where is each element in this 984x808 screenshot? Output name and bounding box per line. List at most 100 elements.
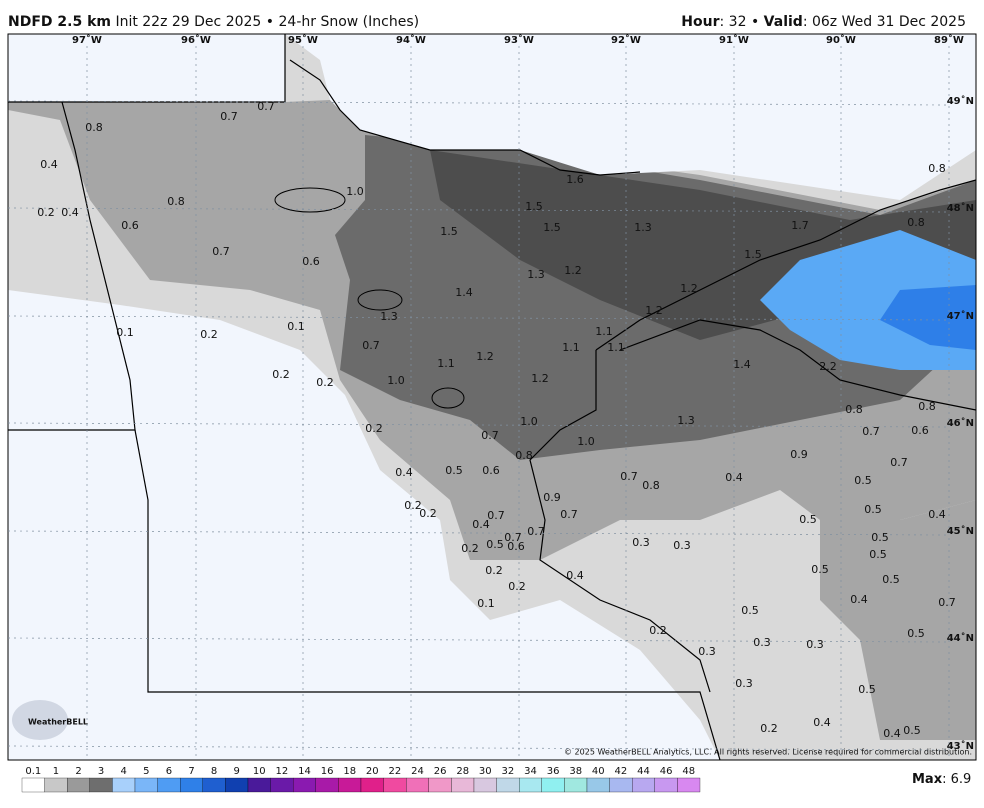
- colorbar-label: 9: [234, 766, 240, 777]
- snow-amount: 0.8: [918, 400, 936, 413]
- colorbar-swatch: [134, 777, 158, 793]
- max-text: Max: 6.9: [912, 772, 971, 787]
- colorbar-label: 20: [366, 766, 379, 777]
- colorbar-label: 34: [524, 766, 537, 777]
- snow-amount: 0.2: [316, 376, 334, 389]
- snow-amount: 1.5: [440, 225, 458, 238]
- model: NDFD 2.5 km: [8, 14, 111, 30]
- moderate-snow: [820, 500, 976, 740]
- no-snow: [8, 290, 720, 760]
- colorbar-label: 6: [166, 766, 172, 777]
- snow-amount: 1.1: [595, 325, 613, 338]
- state-border: [529, 350, 711, 693]
- snow-amount: 0.7: [890, 456, 908, 469]
- snow-amount: 0.6: [482, 464, 500, 477]
- max-label: Max: [912, 772, 943, 787]
- snow-amount: 0.7: [938, 596, 956, 609]
- init: Init 22z 29 Dec 2025: [115, 14, 261, 30]
- snow-amount: 0.3: [673, 539, 691, 552]
- longitude-label: 89˚W: [934, 34, 964, 46]
- snow-amount: 1.1: [562, 341, 580, 354]
- colorbar: 0.1 1 2 3 4 5 6 7 8 9 10 12 14 16 18 20 22 24 26 28 30 32 34 36…: [21, 766, 701, 793]
- snow-amount: 0.8: [85, 121, 103, 134]
- product: 24-hr Snow (Inches): [279, 14, 420, 30]
- colorbar-label: 12: [276, 766, 289, 777]
- colorbar-label: 28: [456, 766, 469, 777]
- snow-amount: 0.5: [864, 503, 882, 516]
- snow-amount: 1.2: [564, 264, 582, 277]
- colorbar-swatch: [180, 777, 203, 793]
- colorbar-swatch: [451, 777, 475, 793]
- snow-amount: 1.2: [645, 304, 663, 317]
- colorbar-label: 40: [592, 766, 605, 777]
- snow-amount: 0.7: [862, 425, 880, 438]
- snow-amount: 0.2: [365, 422, 383, 435]
- colorbar-label: 4: [121, 766, 127, 777]
- header-right: Hour: 32 • Valid: 06z Wed 31 Dec 2025: [681, 14, 966, 30]
- latitude-label: 49˚N: [947, 95, 974, 107]
- snow-amount: 0.2: [200, 328, 218, 341]
- snow-amount: 1.0: [577, 435, 595, 448]
- snow-amount: 0.4: [566, 569, 584, 582]
- colorbar-swatch: [247, 777, 271, 793]
- snow-amount: 0.7: [481, 429, 499, 442]
- snow-amount: 0.5: [811, 563, 829, 576]
- colorbar-swatch: [202, 777, 226, 793]
- colorbar-label: 32: [502, 766, 515, 777]
- colorbar-swatch: [270, 777, 294, 793]
- longitude-label: 94˚W: [396, 34, 426, 46]
- snow-amount: 0.1: [287, 320, 305, 333]
- colorbar-label: 36: [547, 766, 560, 777]
- colorbar-label: 3: [98, 766, 104, 777]
- snow-amount: 0.5: [903, 724, 921, 737]
- snow-amount: 0.4: [472, 518, 490, 531]
- snow-amount: 0.8: [167, 195, 185, 208]
- logo-mark: [12, 700, 68, 740]
- latitude-label: 43˚N: [947, 740, 974, 752]
- colorbar-label: 42: [615, 766, 628, 777]
- parallel: [7, 207, 947, 213]
- snow-amount: 0.8: [515, 449, 533, 462]
- colorbar-swatch: [632, 777, 655, 793]
- snow-amount: 1.6: [566, 173, 584, 186]
- snow-amount: 0.7: [220, 110, 238, 123]
- snow-amount: 0.2: [404, 499, 422, 512]
- bullet: •: [266, 14, 274, 30]
- snow-amount: 0.8: [907, 216, 925, 229]
- colorbar-swatch: [67, 777, 90, 793]
- colorbar-label: 30: [479, 766, 492, 777]
- parallel: [7, 745, 947, 751]
- snow-amount: 0.7: [560, 508, 578, 521]
- snow-amount: 0.7: [212, 245, 230, 258]
- longitude-label: 93˚W: [504, 34, 534, 46]
- snow-amount: 1.2: [531, 372, 549, 385]
- snow-amount: 0.5: [871, 531, 889, 544]
- snow-amount: 1.5: [543, 221, 561, 234]
- snow-amount: 1.7: [791, 219, 809, 232]
- colorbar-swatch: [21, 777, 45, 793]
- snow-amount: 0.2: [760, 722, 778, 735]
- snow-amount: 0.2: [508, 580, 526, 593]
- valid: : 06z Wed 31 Dec 2025: [803, 14, 966, 30]
- snow-amount: 0.8: [642, 479, 660, 492]
- snow-amount: 0.4: [61, 206, 79, 219]
- snow-amount: 1.3: [527, 268, 545, 281]
- map-frame: [7, 33, 977, 761]
- colorbar-swatch: [360, 777, 384, 793]
- snow-amount: 0.5: [858, 683, 876, 696]
- snow-amount: 0.7: [487, 509, 505, 522]
- header-text: NDFD 2.5 km Init 22z 29 Dec 2025 • 24-hr…: [8, 14, 419, 30]
- colorbar-swatch: [473, 777, 497, 793]
- colorbar-label: 1: [53, 766, 59, 777]
- colorbar-label: 0.1: [25, 766, 41, 777]
- parallel: [7, 100, 947, 106]
- longitude-label: 95˚W: [288, 34, 318, 46]
- colorbar-label: 8: [211, 766, 217, 777]
- colorbar-label: 7: [188, 766, 194, 777]
- max-value: : 6.9: [942, 772, 971, 787]
- snow-amount: 0.9: [543, 491, 561, 504]
- canada-lake: [285, 34, 976, 200]
- snow-amount: 2.2: [819, 360, 837, 373]
- lake: [274, 187, 346, 213]
- snow-amount: 0.2: [419, 507, 437, 520]
